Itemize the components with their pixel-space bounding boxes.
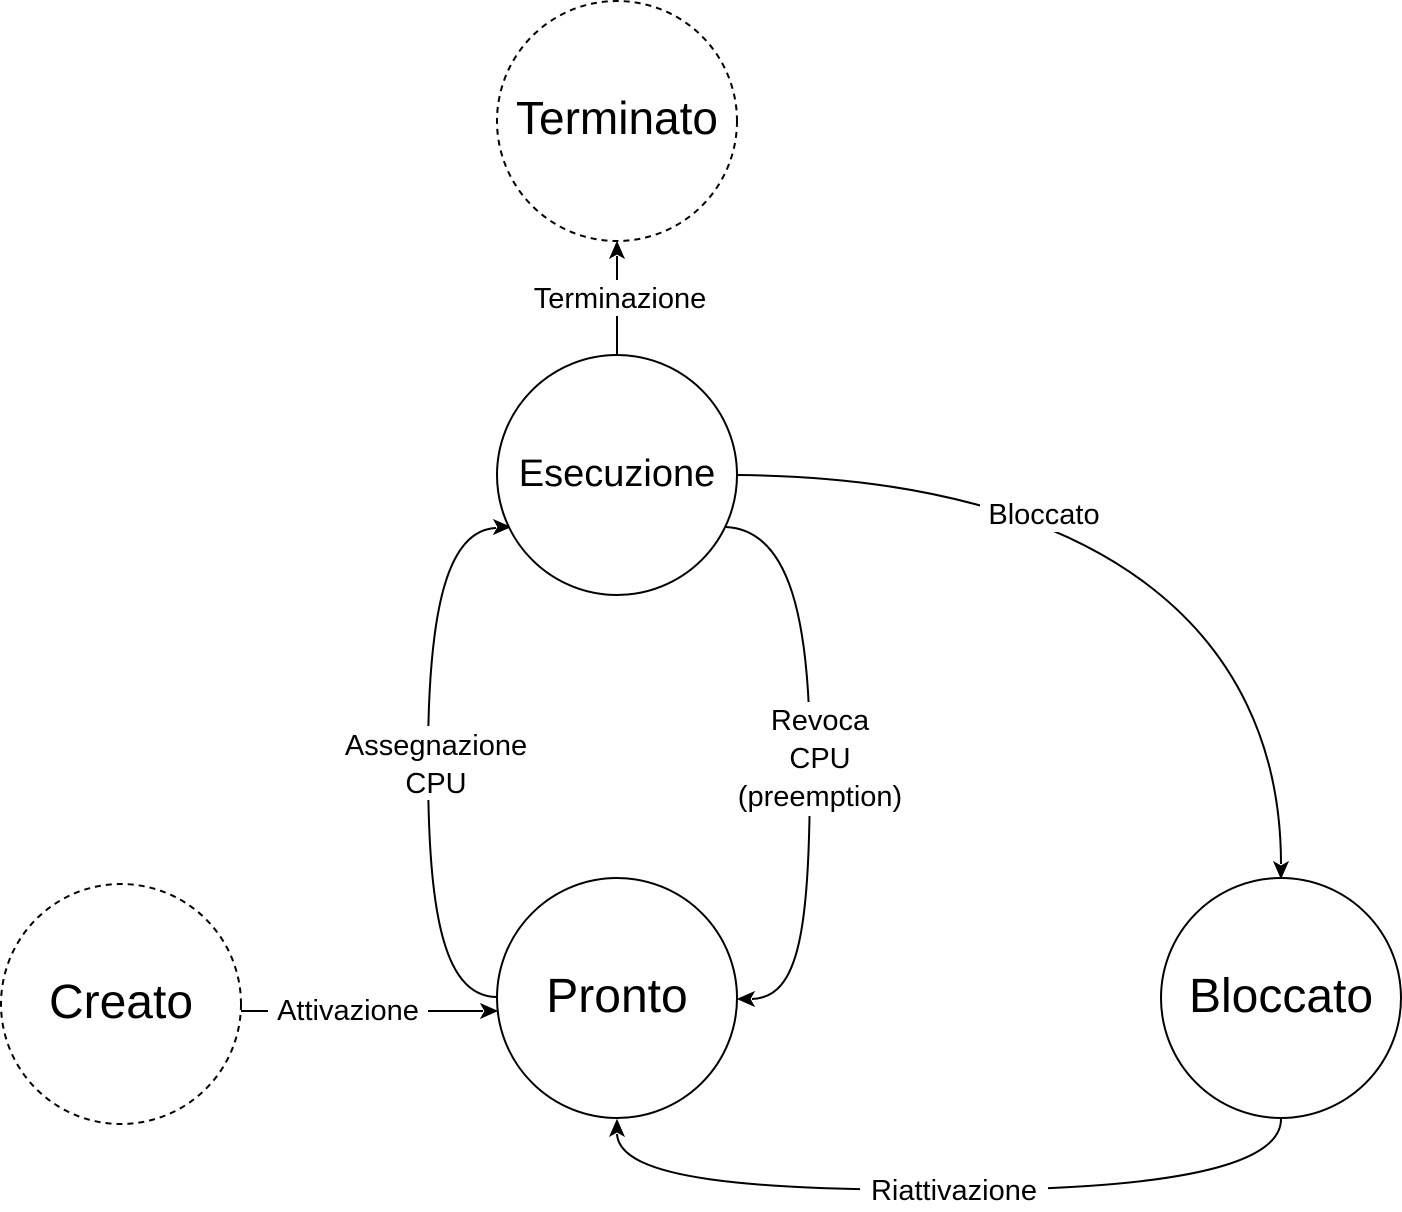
state-pronto-circle	[496, 877, 738, 1119]
arrowhead-assegnazione-cpu	[492, 518, 512, 536]
state-creato-circle	[0, 883, 242, 1125]
label-bloccato-transition: Bloccato	[988, 499, 1099, 531]
state-creato: Creato	[0, 883, 242, 1125]
state-esecuzione: Esecuzione	[496, 354, 738, 596]
arrowhead-attivazione	[479, 1002, 499, 1020]
label-assegnazione-cpu: CPU	[405, 768, 466, 800]
state-esecuzione-label: Esecuzione	[519, 453, 715, 495]
state-pronto-label: Pronto	[546, 970, 687, 1023]
state-terminato-circle	[496, 0, 738, 242]
edge-bloccato	[736, 474, 1282, 865]
label-attivazione: Attivazione	[277, 995, 419, 1027]
label-assegnazione: Assegnazione	[345, 730, 527, 762]
state-creato-label: Creato	[49, 976, 193, 1029]
label-revoca: Revoca	[771, 705, 870, 737]
arrowhead-bloccato	[1272, 860, 1290, 880]
state-bloccato-label: Bloccato	[1189, 970, 1373, 1023]
arrowhead-revoca-cpu	[736, 990, 756, 1008]
state-pronto: Pronto	[496, 877, 738, 1119]
arrowhead-riattivazione	[608, 1118, 626, 1138]
state-terminato-label: Terminato	[516, 92, 718, 144]
label-riattivazione: Riattivazione	[871, 1175, 1037, 1207]
state-bloccato: Bloccato	[1160, 877, 1402, 1119]
state-terminato: Terminato	[496, 0, 738, 242]
state-bloccato-circle	[1160, 877, 1402, 1119]
label-terminazione: Terminazione	[534, 283, 706, 315]
state-esecuzione-circle	[496, 354, 738, 596]
arrowhead-terminazione	[608, 240, 626, 260]
label-revoca-cpu: CPU	[789, 743, 850, 775]
label-revoca-preemption: (preemption)	[738, 781, 902, 813]
